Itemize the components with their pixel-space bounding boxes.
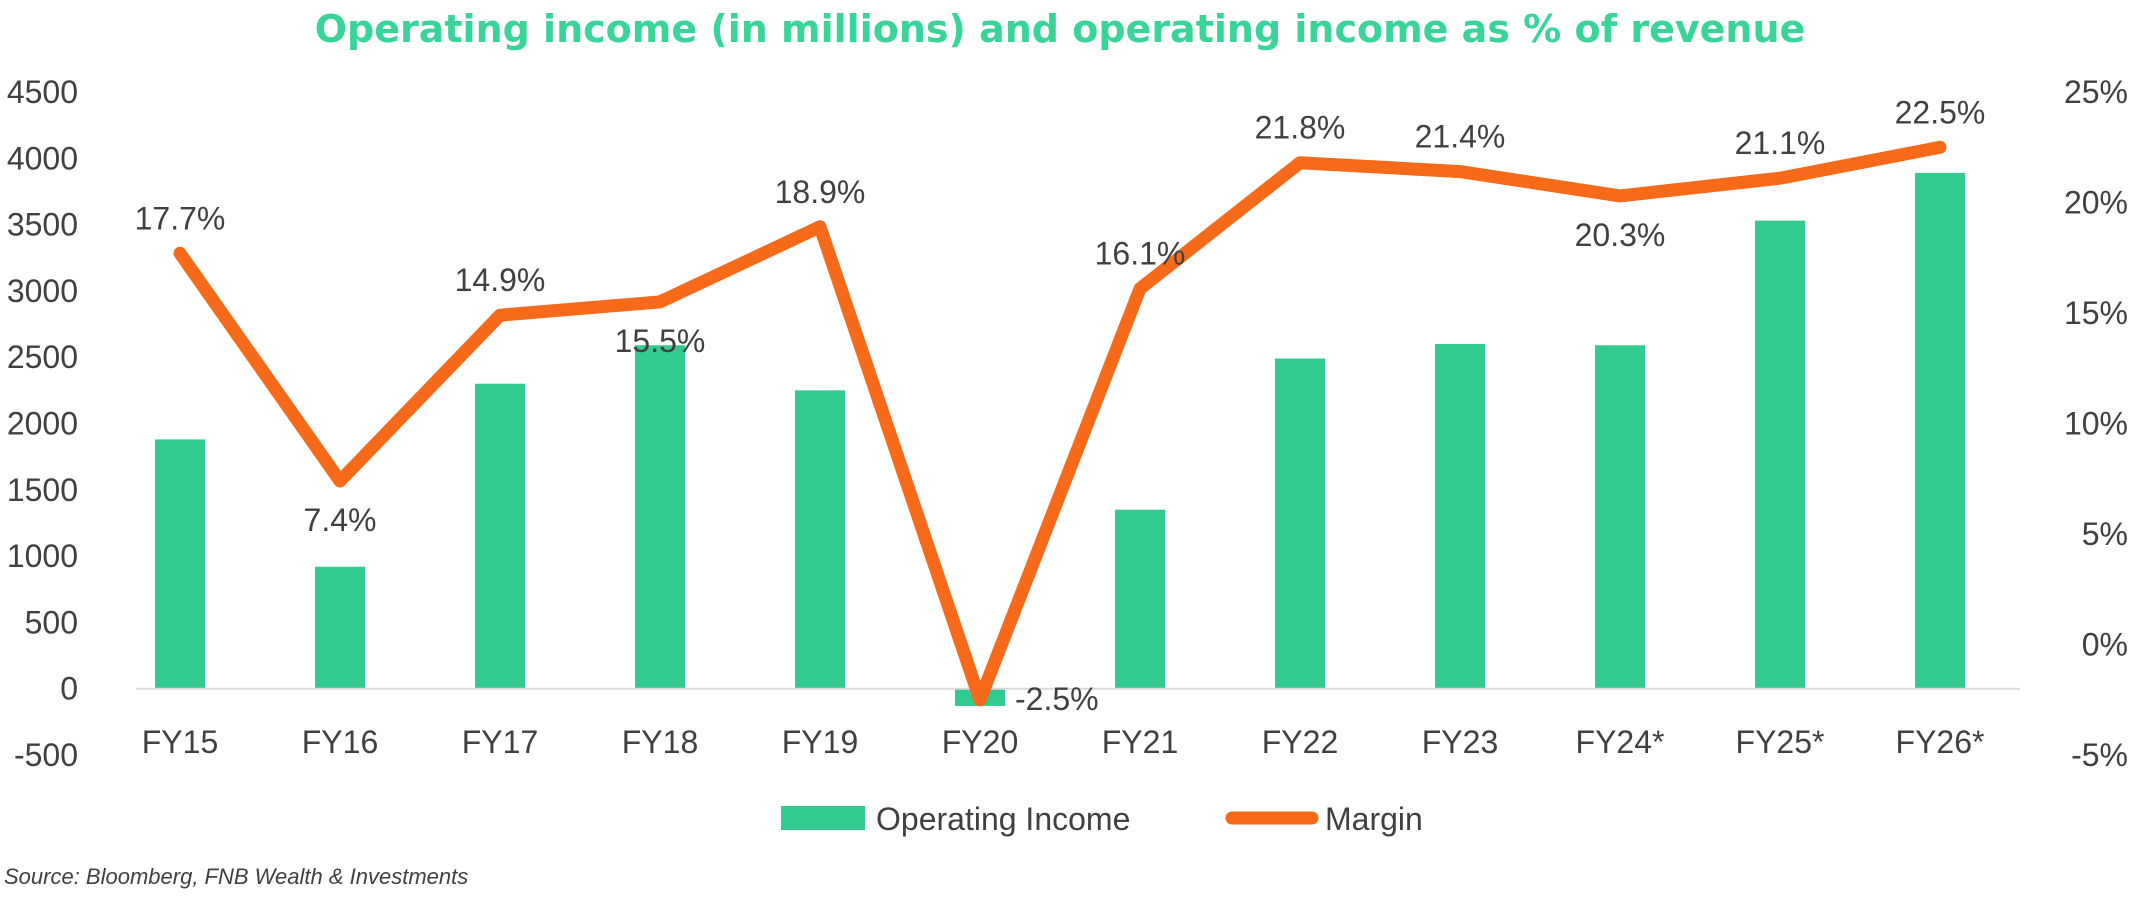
margin-data-label: 15.5%: [615, 323, 706, 359]
y-right-tick-label: 10%: [2064, 406, 2128, 442]
y-right-tick-label: 0%: [2082, 627, 2128, 663]
bar-fy16: [315, 566, 365, 689]
chart-title: Operating income (in millions) and opera…: [315, 7, 1806, 51]
y-left-tick-label: 1000: [7, 538, 78, 574]
margin-data-label: 22.5%: [1895, 94, 1986, 130]
y-right-tick-label: -5%: [2071, 737, 2128, 773]
margin-data-label: 16.1%: [1095, 236, 1186, 272]
right-axis: -5% 0% 5% 10% 15% 20% 25%: [2064, 74, 2128, 773]
margin-data-label: 17.7%: [135, 200, 226, 236]
legend-label-operating-income: Operating Income: [876, 801, 1130, 837]
bar-fy21: [1115, 509, 1165, 689]
margin-data-label: 21.1%: [1735, 125, 1826, 161]
bar-fy25: [1755, 220, 1805, 689]
x-tick-label: FY22: [1262, 724, 1338, 760]
bar-fy17: [475, 383, 525, 689]
legend: Operating Income Margin: [781, 801, 1423, 837]
bar-fy19: [795, 390, 845, 689]
bar-fy18: [635, 345, 685, 689]
x-tick-label: FY17: [462, 724, 538, 760]
x-tick-label: FY24*: [1576, 724, 1665, 760]
y-left-tick-label: 0: [60, 671, 78, 707]
x-tick-label: FY21: [1102, 724, 1178, 760]
x-tick-label: FY20: [942, 724, 1018, 760]
y-left-tick-label: 4500: [7, 74, 78, 110]
margin-data-label: 21.4%: [1415, 119, 1506, 155]
x-tick-label: FY18: [622, 724, 698, 760]
bar-fy24: [1595, 345, 1645, 689]
data-labels: 17.7% 7.4% 14.9% 15.5% 18.9% -2.5% 16.1% 21.8% 2…: [135, 94, 1986, 717]
x-tick-label: FY26*: [1896, 724, 1985, 760]
line-series: [173, 140, 1947, 707]
y-left-tick-label: -500: [14, 737, 78, 773]
y-left-tick-label: 4000: [7, 140, 78, 176]
legend-label-margin: Margin: [1325, 801, 1423, 837]
bar-fy22: [1275, 358, 1325, 689]
y-left-tick-label: 3000: [7, 273, 78, 309]
left-axis: -500 0 500 1000 1500 2000 2500 3000 3500 4000 4500: [7, 74, 78, 773]
x-tick-label: FY25*: [1736, 724, 1825, 760]
margin-data-label: 21.8%: [1255, 110, 1346, 146]
margin-data-label: 14.9%: [455, 262, 546, 298]
y-left-tick-label: 500: [25, 604, 78, 640]
y-left-tick-label: 2000: [7, 406, 78, 442]
x-tick-label: FY16: [302, 724, 378, 760]
y-right-tick-label: 15%: [2064, 295, 2128, 331]
y-right-tick-label: 20%: [2064, 185, 2128, 221]
margin-data-label: -2.5%: [1015, 681, 1099, 717]
y-left-tick-label: 3500: [7, 207, 78, 243]
x-tick-label: FY19: [782, 724, 858, 760]
margin-line: [173, 140, 1947, 707]
y-left-tick-label: 1500: [7, 472, 78, 508]
bar-fy15: [155, 439, 205, 689]
y-left-tick-label: 2500: [7, 339, 78, 375]
x-tick-label: FY15: [142, 724, 218, 760]
bar-fy26: [1915, 172, 1965, 689]
legend-swatch-operating-income: [781, 806, 865, 830]
bar-fy23: [1435, 343, 1485, 689]
y-right-tick-label: 5%: [2082, 516, 2128, 552]
margin-data-label: 7.4%: [304, 502, 377, 538]
y-right-tick-label: 25%: [2064, 74, 2128, 110]
margin-data-label: 18.9%: [775, 174, 866, 210]
x-tick-label: FY23: [1422, 724, 1498, 760]
x-axis: FY15 FY16 FY17 FY18 FY19 FY20 FY21 FY22 FY23 FY24…: [142, 724, 1985, 760]
source-note: Source: Bloomberg, FNB Wealth & Investme…: [4, 864, 468, 889]
bar-series: [155, 172, 1965, 706]
margin-data-label: 20.3%: [1575, 217, 1666, 253]
